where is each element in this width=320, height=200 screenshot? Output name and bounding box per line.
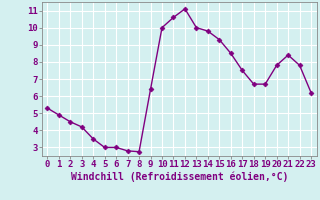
- X-axis label: Windchill (Refroidissement éolien,°C): Windchill (Refroidissement éolien,°C): [70, 172, 288, 182]
